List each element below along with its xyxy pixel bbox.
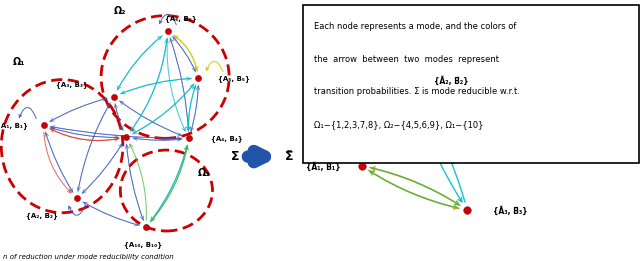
Text: Ω₁: Ω₁ xyxy=(13,57,26,67)
Text: Σ: Σ xyxy=(231,150,240,163)
Text: Ω₃: Ω₃ xyxy=(197,168,210,178)
Text: {A₁, B₁}: {A₁, B₁} xyxy=(0,122,28,129)
Text: Each node represents a mode, and the colors of: Each node represents a mode, and the col… xyxy=(314,22,516,31)
Text: {Ă₁, B̆₁}: {Ă₁, B̆₁} xyxy=(306,162,340,172)
Text: {Ă₂, B̆₂}: {Ă₂, B̆₂} xyxy=(434,76,468,86)
Text: Ω₁−{1,2,3,7,8}, Ω₂−{4,5,6,9}, Ω₁−{10}: Ω₁−{1,2,3,7,8}, Ω₂−{4,5,6,9}, Ω₁−{10} xyxy=(314,120,483,129)
Text: {Ă₃, B̆₃}: {Ă₃, B̆₃} xyxy=(493,207,528,216)
Text: {A₃, B₃}: {A₃, B₃} xyxy=(56,81,88,88)
Text: {A₂, B₂}: {A₂, B₂} xyxy=(26,212,58,219)
Text: Σ̆: Σ̆ xyxy=(285,150,294,163)
Text: {A₆, B₆}: {A₆, B₆} xyxy=(164,15,196,22)
Text: n of reduction under mode reducibility condition: n of reduction under mode reducibility c… xyxy=(3,254,174,260)
Text: {A₁₀, B₁₀}: {A₁₀, B₁₀} xyxy=(124,241,162,247)
Text: {A₄, B₄}: {A₄, B₄} xyxy=(211,135,243,142)
Text: Ω₂: Ω₂ xyxy=(114,6,127,16)
Text: {A₅, B₅}: {A₅, B₅} xyxy=(218,75,250,82)
Text: the  arrow  between  two  modes  represent: the arrow between two modes represent xyxy=(314,55,499,64)
Text: transition probabilities. Σ is mode reducible w.r.t.: transition probabilities. Σ is mode redu… xyxy=(314,87,520,96)
FancyBboxPatch shape xyxy=(303,5,639,163)
